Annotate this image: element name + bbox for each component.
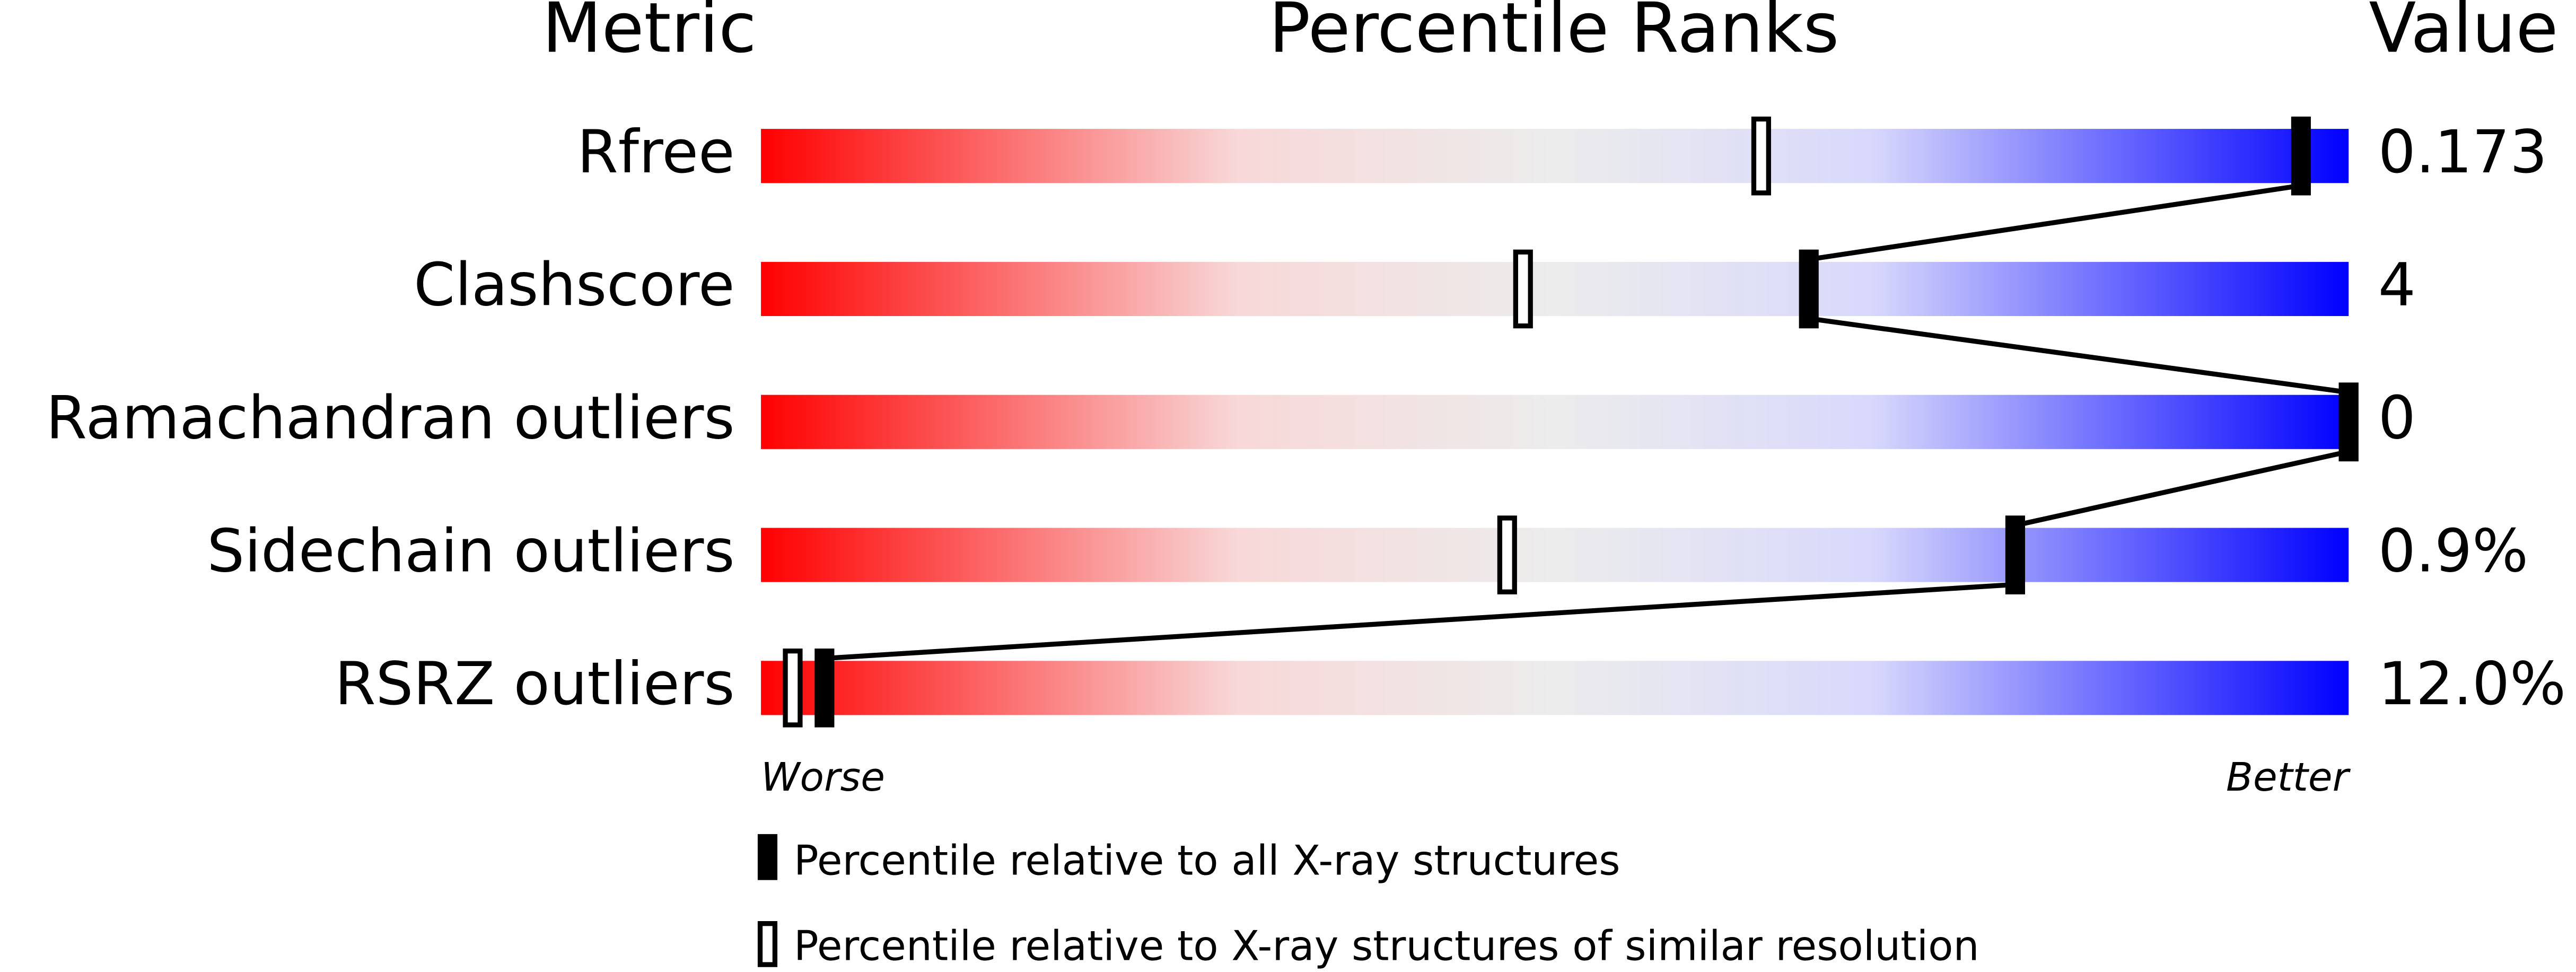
marker-all [814, 649, 835, 728]
connector [824, 582, 2016, 661]
connector [1808, 316, 2349, 395]
marker-all [2338, 382, 2359, 462]
metric-label: Rfree [577, 118, 734, 187]
connector [1808, 183, 2302, 262]
marker-similar [1751, 116, 1771, 196]
rank-bar [761, 661, 2349, 715]
metric-value: 4 [2378, 251, 2416, 320]
connector [2014, 449, 2350, 528]
header-metric: Metric [542, 0, 756, 68]
metric-label: RSRZ outliers [335, 650, 734, 719]
metric-value: 0.173 [2378, 118, 2547, 187]
metric-label: Ramachandran outliers [46, 384, 735, 452]
metric-label: Sidechain outliers [207, 517, 734, 585]
legend-swatch-all [757, 834, 778, 880]
marker-similar [783, 649, 803, 728]
metric-label: Clashscore [414, 251, 734, 320]
worse-label: Worse [761, 754, 885, 800]
rank-bar [761, 528, 2349, 582]
marker-all [2005, 515, 2026, 594]
marker-similar [1513, 249, 1533, 329]
rank-bar [761, 395, 2349, 449]
metric-value: 0.9% [2378, 517, 2528, 585]
marker-all [2291, 116, 2311, 196]
header-value: Value [2369, 0, 2558, 68]
marker-similar [1497, 515, 1517, 594]
better-label: Better [2226, 754, 2351, 800]
rank-bar [761, 261, 2349, 317]
legend-swatch-similar [757, 921, 778, 967]
metric-value: 0 [2378, 384, 2416, 452]
header-percentile: Percentile Ranks [1269, 0, 1839, 68]
rank-bar [761, 129, 2349, 183]
legend-label: Percentile relative to X-ray structures … [794, 923, 1979, 970]
legend-label: Percentile relative to all X-ray structu… [794, 837, 1620, 885]
metric-value: 12.0% [2378, 650, 2566, 719]
marker-all [1799, 249, 1819, 329]
